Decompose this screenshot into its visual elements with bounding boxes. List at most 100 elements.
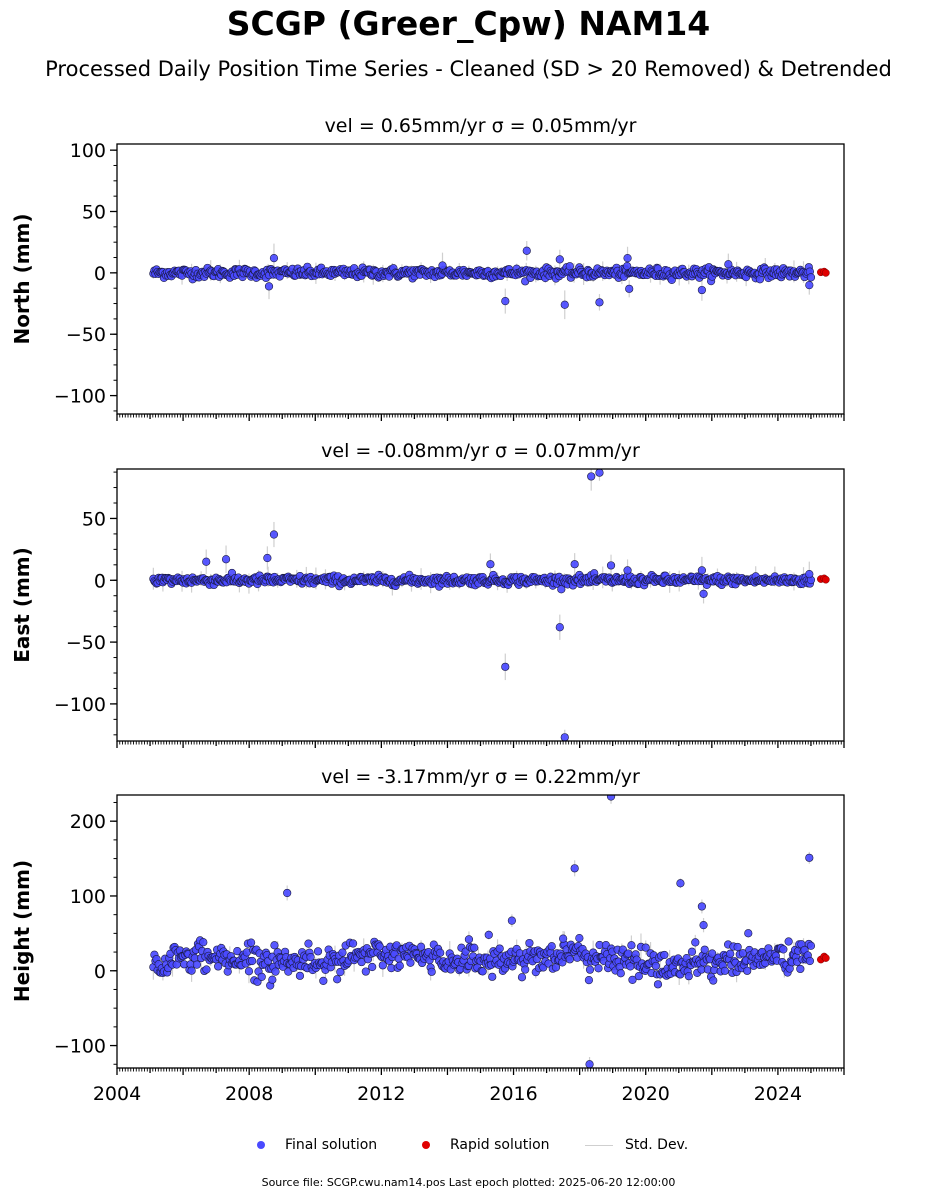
rapid-point [821,269,830,277]
data-point-outlier [501,296,510,306]
panel-title: vel = -3.17mm/yr σ = 0.22mm/yr [321,766,640,788]
data-point [565,262,574,271]
data-point-outlier [263,553,272,563]
data-point [304,939,313,948]
legend: Final solution Rapid solution Std. Dev. [0,1137,937,1159]
x-tick-label: 2012 [357,1083,405,1105]
y-tick-label: 200 [70,811,106,833]
chart-subtitle: Processed Daily Position Time Series - C… [45,57,892,81]
data-point-outlier [522,246,531,255]
data-point-outlier [606,561,616,570]
data-point-outlier [676,879,685,888]
data-point [733,942,742,952]
legend-rapid-label: Rapid solution [450,1137,550,1153]
data-point-outlier [623,254,632,263]
data-point-outlier [555,623,564,632]
legend-rapid: Rapid solution [422,1137,550,1153]
data-point [306,952,315,962]
rapid-point [821,954,830,962]
data-point [478,967,487,976]
data-point-outlier [699,921,708,930]
data-point-outlier [699,589,708,598]
data-point-outlier [641,943,650,952]
data-point [684,972,693,981]
data-point [202,965,211,974]
data-point [796,964,805,974]
y-tick-label: 50 [82,508,106,530]
data-point [257,972,266,981]
footer-source: Source file: SCGP.cwu.nam14.pos Last epo… [261,1176,676,1189]
data-point-outlier [484,930,493,939]
legend-stddev: Std. Dev. [585,1137,688,1153]
data-point [270,941,279,950]
data-point-outlier [559,934,568,943]
data-point [653,980,663,989]
y-tick-label: −100 [54,1036,106,1058]
legend-final: Final solution [257,1137,377,1153]
data-point-outlier [507,916,516,925]
data-point [199,938,208,947]
y-tick-label: −100 [54,694,106,716]
data-point [336,967,345,977]
data-point-outlier [697,902,707,911]
data-point [313,947,323,956]
data-point [651,961,660,971]
legend-rapid-marker [422,1141,430,1149]
data-point-outlier [269,254,279,263]
data-point [375,942,384,951]
data-point [214,962,223,971]
data-point-outlier [570,864,579,873]
data-point [738,949,748,958]
data-point [700,945,709,954]
axes-frame [116,794,845,1069]
x-tick-label: 2008 [225,1083,273,1105]
axes-frame [116,468,845,742]
data-point-outlier [486,560,495,569]
data-point [470,943,479,952]
data-point [565,955,574,964]
data-point [616,969,625,978]
data-point [779,945,788,954]
y-axis-label: North (mm) [10,213,34,344]
data-point [709,976,718,985]
data-point-outlier [221,555,231,564]
data-point-outlier [724,260,733,269]
data-point [361,967,370,976]
y-tick-label: 100 [70,886,106,908]
data-point [708,949,717,958]
data-point [233,947,242,956]
legend-stddev-line [585,1144,613,1146]
y-axis-label: Height (mm) [10,860,34,1002]
legend-final-marker [257,1141,265,1149]
data-point-outlier [570,560,579,569]
data-point-outlier [202,557,211,566]
data-point [187,966,196,975]
data-point [246,938,256,947]
data-point-outlier [697,566,707,575]
data-point [436,948,445,957]
data-point [517,973,527,982]
data-point [720,966,730,975]
panel-3: vel = -3.17mm/yr σ = 0.22mm/yr Height (mm… [10,766,845,1105]
data-point [744,929,753,938]
data-point-outlier [501,662,510,671]
data-point [634,972,643,981]
data-point-outlier [268,975,277,984]
data-point [521,965,530,974]
data-point [395,961,404,970]
data-point [495,944,504,953]
data-point-outlier [555,255,564,264]
y-tick-label: 0 [94,263,106,285]
data-point [319,976,328,985]
data-point-outlier [264,282,274,291]
legend-final-label: Final solution [285,1137,378,1153]
data-point [726,949,735,958]
data-point-outlier [697,285,707,295]
data-point [192,960,202,969]
data-point [248,956,257,966]
figure-canvas: vel = 0.65mm/yr σ = 0.05mm/yr North (mm) 1… [10,115,845,1105]
y-tick-label: 50 [82,202,106,224]
panel-1: vel = 0.65mm/yr σ = 0.05mm/yr North (mm) 1… [10,115,845,421]
data-point [624,949,633,958]
y-tick-label: −100 [54,386,106,408]
